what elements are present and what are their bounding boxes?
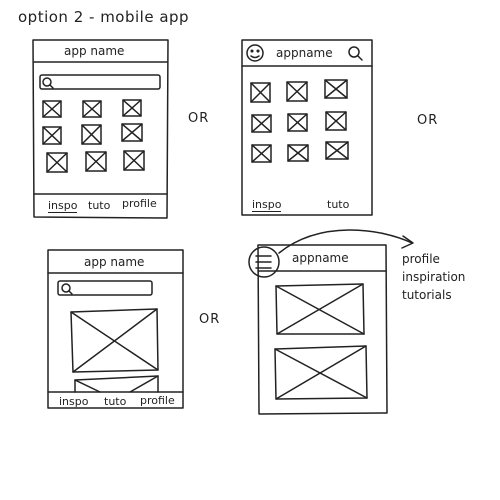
sketch-1-app-title: app name — [64, 44, 125, 58]
image-placeholder-icon — [274, 345, 368, 400]
sketch-1-nav-tuto[interactable]: tuto — [88, 199, 111, 212]
hamburger-menu-icon[interactable] — [248, 246, 280, 278]
sketch-3-nav-inspo[interactable]: inspo — [59, 395, 89, 408]
sketch-3-search-bar[interactable] — [57, 280, 153, 296]
search-icon — [42, 77, 54, 89]
search-icon — [61, 283, 73, 295]
sketch-2-app-title: appname — [276, 46, 333, 60]
sketch-1-image-grid — [42, 99, 145, 173]
sketch-3-nav-tuto[interactable]: tuto — [104, 395, 127, 408]
sketch-1-nav-profile[interactable]: profile — [122, 197, 157, 210]
or-label: OR — [199, 312, 221, 327]
or-label: OR — [188, 111, 210, 126]
image-placeholder-icon — [70, 308, 159, 373]
sketch-2-image-grid — [250, 79, 349, 163]
menu-item-profile[interactable]: profile — [402, 252, 440, 266]
sketch-1-nav-inspo[interactable]: inspo — [48, 199, 78, 213]
arrow-icon — [278, 229, 414, 254]
search-icon[interactable] — [348, 46, 363, 61]
sketch-4-app-title: appname — [292, 251, 349, 265]
sketch-1-frame — [32, 39, 169, 219]
or-label: OR — [417, 113, 439, 128]
sketch-3-frame — [47, 249, 184, 409]
smiley-icon[interactable] — [246, 44, 264, 62]
sketch-3-nav-profile[interactable]: profile — [140, 394, 175, 407]
sketch-2-nav-tuto[interactable]: tuto — [327, 198, 350, 211]
sketch-2-frame — [241, 39, 373, 216]
sketch-3-app-title: app name — [84, 255, 145, 269]
image-placeholder-icon — [74, 375, 159, 393]
menu-item-inspiration[interactable]: inspiration — [402, 270, 466, 284]
sketch-4-frame — [257, 244, 388, 415]
image-placeholder-icon — [275, 283, 365, 335]
menu-item-tutorials[interactable]: tutorials — [402, 288, 452, 302]
sketch-1-search-bar[interactable] — [39, 74, 161, 90]
page-title: option 2 - mobile app — [18, 8, 190, 26]
sketch-2-nav-inspo[interactable]: inspo — [252, 198, 282, 212]
